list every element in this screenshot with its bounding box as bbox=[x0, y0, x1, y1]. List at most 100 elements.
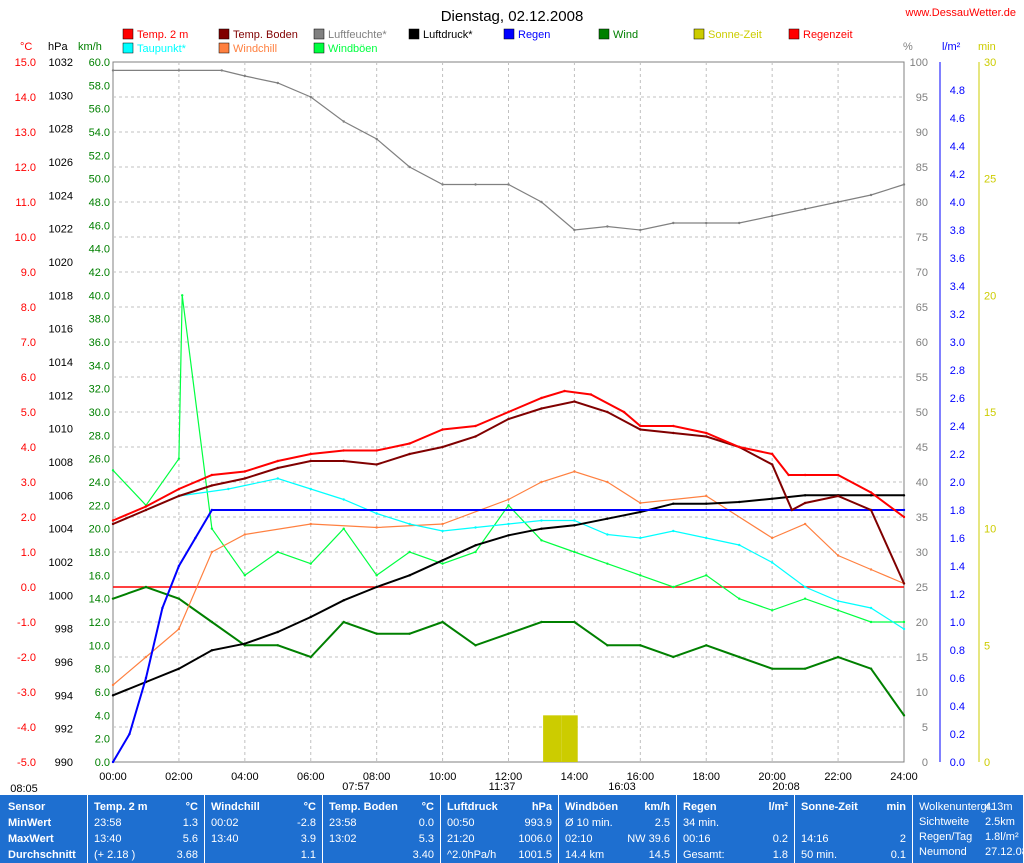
footer-value: 3.9 bbox=[300, 833, 316, 845]
kmh-tick: 24.0 bbox=[89, 477, 110, 489]
data-point bbox=[672, 424, 675, 428]
data-point bbox=[902, 183, 906, 186]
hpa-tick: 1016 bbox=[49, 324, 73, 336]
data-point bbox=[803, 473, 807, 477]
kmh-tick: 40.0 bbox=[89, 290, 110, 302]
percent-tick: 50 bbox=[916, 407, 928, 419]
data-point bbox=[770, 452, 774, 456]
kmh-tick: 60.0 bbox=[89, 57, 110, 69]
rain-tick: 3.2 bbox=[950, 309, 965, 321]
footer-cell: Sichtweite bbox=[919, 816, 970, 828]
legend-swatch bbox=[788, 28, 800, 40]
footer-column: Temp. 2 m °C 23:58 1.3 13:40 5.6 (+ 2.18 ) 3.68 bbox=[88, 795, 205, 863]
data-point bbox=[161, 606, 164, 610]
data-point bbox=[705, 221, 708, 225]
time-tick: 04:00 bbox=[231, 771, 259, 783]
celsius-tick: 15.0 bbox=[15, 57, 36, 69]
data-point bbox=[243, 642, 247, 645]
data-point bbox=[902, 620, 906, 624]
rain-tick: 2.6 bbox=[950, 393, 965, 405]
percent-tick: 10 bbox=[916, 687, 928, 699]
minutes-tick: 10 bbox=[984, 524, 996, 536]
data-point bbox=[111, 760, 115, 764]
data-point bbox=[803, 207, 807, 211]
data-point bbox=[181, 294, 184, 297]
celsius-tick: 7.0 bbox=[21, 337, 36, 349]
hpa-tick: 1006 bbox=[49, 490, 73, 502]
data-point bbox=[177, 494, 181, 498]
stats-footer: Sensor MinWert MaxWert Durchschnitt Temp. 2 … bbox=[0, 795, 1024, 863]
rain-tick: 0.8 bbox=[950, 645, 965, 657]
footer-cell: 50 min. bbox=[801, 849, 838, 861]
data-point bbox=[639, 644, 642, 647]
axis-ticks: 15.0 14.0 13.0 12.0 11.0 10.0 9.0 8.0 7.0 6.0 5.0 4… bbox=[15, 57, 997, 769]
hpa-tick: 994 bbox=[55, 690, 73, 702]
data-point bbox=[408, 442, 411, 445]
legend-label: Taupunkt* bbox=[137, 43, 187, 55]
data-point bbox=[507, 522, 510, 526]
celsius-tick: -2.0 bbox=[17, 652, 36, 664]
footer-value: 1.3 bbox=[182, 817, 198, 829]
footer-unit: min bbox=[886, 801, 906, 813]
data-point bbox=[408, 574, 411, 577]
data-point bbox=[309, 487, 312, 491]
kmh-tick: 58.0 bbox=[89, 80, 110, 92]
data-point bbox=[738, 597, 741, 600]
data-point bbox=[194, 536, 197, 540]
data-point bbox=[309, 452, 312, 456]
footer-value: 1001.5 bbox=[518, 849, 552, 861]
data-point bbox=[111, 469, 115, 472]
data-point bbox=[639, 501, 642, 505]
celsius-tick: 6.0 bbox=[21, 372, 36, 384]
legend-label: Windböen bbox=[328, 43, 378, 55]
data-point bbox=[787, 473, 790, 477]
celsius-tick: 3.0 bbox=[21, 477, 36, 489]
minutes-tick: 15 bbox=[984, 407, 996, 419]
percent-tick: 85 bbox=[916, 162, 928, 174]
footer-cell: Ø 10 min. bbox=[565, 817, 613, 829]
data-point bbox=[342, 599, 345, 602]
rain-tick: 4.0 bbox=[950, 197, 965, 209]
data-point bbox=[639, 424, 642, 428]
series-regen bbox=[112, 509, 904, 763]
site-link[interactable]: www.DessauWetter.de bbox=[905, 7, 1016, 19]
percent-tick: 90 bbox=[916, 127, 928, 139]
sunshine-bar bbox=[561, 715, 578, 762]
footer-value: 1006.0 bbox=[518, 833, 552, 845]
data-point bbox=[474, 424, 477, 428]
data-point bbox=[408, 632, 411, 635]
celsius-unit: °C bbox=[20, 41, 32, 53]
data-point bbox=[210, 508, 214, 512]
hpa-tick: 1002 bbox=[49, 557, 73, 569]
legend-label: Temp. 2 m bbox=[137, 29, 188, 41]
celsius-tick: 0.0 bbox=[21, 582, 36, 594]
data-point bbox=[309, 615, 312, 619]
minutes-tick: 25 bbox=[984, 174, 996, 186]
legend-swatch bbox=[218, 28, 230, 40]
data-point bbox=[869, 606, 873, 610]
footer-unit: hPa bbox=[531, 801, 552, 813]
percent-tick: 30 bbox=[916, 547, 928, 559]
data-point bbox=[622, 410, 626, 414]
percent-tick: 75 bbox=[916, 232, 928, 244]
footer-column: Sensor MinWert MaxWert Durchschnitt bbox=[0, 795, 88, 863]
legend-swatch bbox=[218, 42, 230, 54]
footer-value: 0.2 bbox=[772, 833, 788, 845]
data-point bbox=[803, 597, 807, 600]
time-tick: 06:00 bbox=[297, 771, 325, 783]
percent-tick: 35 bbox=[916, 512, 928, 524]
kmh-tick: 4.0 bbox=[95, 710, 110, 722]
hpa-tick: 1014 bbox=[49, 357, 73, 369]
rain-tick: 0.4 bbox=[950, 701, 965, 713]
legend-swatch bbox=[693, 28, 705, 40]
series-luftfeuchte- bbox=[113, 69, 905, 231]
data-point bbox=[606, 410, 609, 414]
data-point bbox=[540, 200, 543, 204]
footer-cell: 13:02 bbox=[329, 833, 357, 845]
kmh-tick: 16.0 bbox=[89, 570, 110, 582]
footer-cell: 2.5km bbox=[985, 816, 1015, 828]
data-point bbox=[441, 445, 444, 449]
data-point bbox=[276, 81, 279, 85]
footer-cell: 34 min. bbox=[683, 817, 720, 829]
celsius-tick: -5.0 bbox=[17, 757, 36, 769]
